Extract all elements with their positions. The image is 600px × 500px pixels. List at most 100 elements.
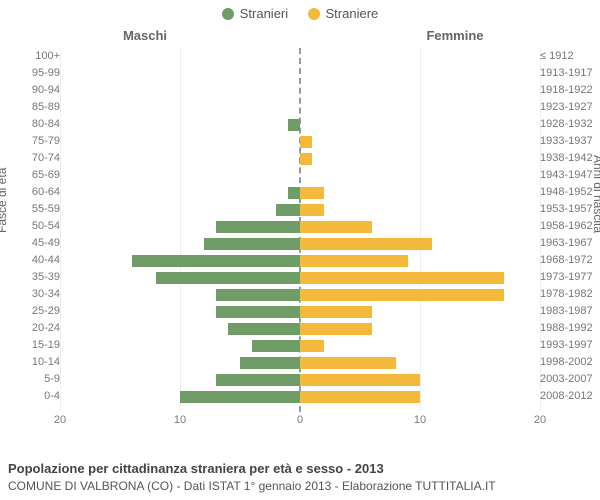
birth-label: 1943-1947 <box>540 167 596 184</box>
birth-label: ≤ 1912 <box>540 48 596 65</box>
birth-label: 1958-1962 <box>540 218 596 235</box>
pyramid-row <box>60 286 540 303</box>
bar-male <box>216 289 300 301</box>
age-label: 80-84 <box>4 116 60 133</box>
pyramid-row <box>60 320 540 337</box>
age-label: 0-4 <box>4 388 60 405</box>
legend-swatch-female <box>308 8 320 20</box>
pyramid-row <box>60 116 540 133</box>
caption: Popolazione per cittadinanza straniera p… <box>8 460 592 494</box>
birth-label: 1968-1972 <box>540 252 596 269</box>
age-label: 5-9 <box>4 371 60 388</box>
bar-male <box>216 374 300 386</box>
birth-label: 1978-1982 <box>540 286 596 303</box>
bar-male <box>156 272 300 284</box>
bar-male <box>252 340 300 352</box>
pyramid-row <box>60 252 540 269</box>
pyramid-row <box>60 235 540 252</box>
bar-female <box>300 204 324 216</box>
bar-male <box>132 255 300 267</box>
bar-female <box>300 340 324 352</box>
birth-label: 1983-1987 <box>540 303 596 320</box>
pyramid-row <box>60 133 540 150</box>
pyramid-row <box>60 354 540 371</box>
birth-label: 1933-1937 <box>540 133 596 150</box>
legend-label-male: Stranieri <box>240 6 288 21</box>
plot-area: Maschi Femmine Fasce di età Anni di nasc… <box>0 28 600 438</box>
population-pyramid-chart: Stranieri Straniere Maschi Femmine Fasce… <box>0 0 600 500</box>
x-tick: 10 <box>414 414 426 426</box>
birth-label: 1938-1942 <box>540 150 596 167</box>
age-labels: 100+95-9990-9485-8980-8475-7970-7465-696… <box>4 48 60 412</box>
bar-female <box>300 255 408 267</box>
bar-male <box>240 357 300 369</box>
bar-male <box>288 119 300 131</box>
bar-female <box>300 306 372 318</box>
bar-male <box>216 306 300 318</box>
pyramid-row <box>60 337 540 354</box>
x-tick: 10 <box>174 414 186 426</box>
pyramid-row <box>60 48 540 65</box>
birth-label: 1988-1992 <box>540 320 596 337</box>
age-label: 10-14 <box>4 354 60 371</box>
bar-female <box>300 374 420 386</box>
caption-title: Popolazione per cittadinanza straniera p… <box>8 460 592 478</box>
birth-label: 2003-2007 <box>540 371 596 388</box>
pyramid-row <box>60 65 540 82</box>
pyramid-row <box>60 388 540 405</box>
age-label: 55-59 <box>4 201 60 218</box>
bar-female <box>300 323 372 335</box>
birth-label: 1993-1997 <box>540 337 596 354</box>
birth-label: 1948-1952 <box>540 184 596 201</box>
bar-male <box>216 221 300 233</box>
pyramid-row <box>60 99 540 116</box>
x-tick: 0 <box>297 414 303 426</box>
column-header-male: Maschi <box>0 28 290 46</box>
caption-subtitle: COMUNE DI VALBRONA (CO) - Dati ISTAT 1° … <box>8 478 592 494</box>
birth-label: 1928-1932 <box>540 116 596 133</box>
birth-label: 1918-1922 <box>540 82 596 99</box>
birth-label: 1973-1977 <box>540 269 596 286</box>
birth-labels: ≤ 19121913-19171918-19221923-19271928-19… <box>540 48 596 412</box>
bar-male <box>204 238 300 250</box>
age-label: 45-49 <box>4 235 60 252</box>
bar-female <box>300 187 324 199</box>
legend-swatch-male <box>222 8 234 20</box>
bar-female <box>300 289 504 301</box>
birth-label: 1923-1927 <box>540 99 596 116</box>
pyramid-row <box>60 201 540 218</box>
legend-label-female: Straniere <box>326 6 379 21</box>
pyramid-row <box>60 303 540 320</box>
x-tick: 20 <box>534 414 546 426</box>
birth-label: 1998-2002 <box>540 354 596 371</box>
age-label: 25-29 <box>4 303 60 320</box>
pyramid-row <box>60 167 540 184</box>
bar-male <box>288 187 300 199</box>
age-label: 60-64 <box>4 184 60 201</box>
age-label: 20-24 <box>4 320 60 337</box>
legend-item-male: Stranieri <box>222 6 288 21</box>
age-label: 90-94 <box>4 82 60 99</box>
bar-female <box>300 221 372 233</box>
legend: Stranieri Straniere <box>0 0 600 28</box>
birth-label: 2008-2012 <box>540 388 596 405</box>
bar-female <box>300 136 312 148</box>
bar-male <box>180 391 300 403</box>
x-tick: 20 <box>54 414 66 426</box>
pyramid-row <box>60 82 540 99</box>
bar-male <box>228 323 300 335</box>
bar-female <box>300 238 432 250</box>
birth-label: 1953-1957 <box>540 201 596 218</box>
bar-female <box>300 357 396 369</box>
pyramid-row <box>60 184 540 201</box>
age-label: 100+ <box>4 48 60 65</box>
age-label: 75-79 <box>4 133 60 150</box>
age-label: 95-99 <box>4 65 60 82</box>
age-label: 40-44 <box>4 252 60 269</box>
bar-female <box>300 391 420 403</box>
bar-female <box>300 153 312 165</box>
age-label: 35-39 <box>4 269 60 286</box>
bar-male <box>276 204 300 216</box>
bars-container <box>60 48 540 412</box>
age-label: 65-69 <box>4 167 60 184</box>
